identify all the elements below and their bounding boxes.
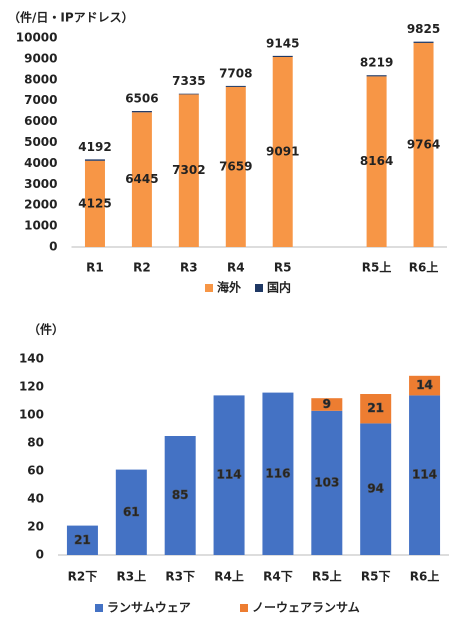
total-label: 4192	[78, 140, 111, 154]
y-tick-label: 4000	[24, 156, 57, 170]
bar	[272, 56, 293, 247]
bar	[272, 55, 293, 57]
total-label: 8219	[360, 56, 393, 70]
bar	[311, 410, 343, 555]
data-label: 8164	[360, 154, 393, 168]
data-label: 114	[412, 468, 437, 482]
x-tick-label: R6上	[410, 569, 440, 584]
x-tick-label: R2	[133, 261, 151, 275]
data-label: 9091	[266, 144, 299, 158]
bar	[178, 93, 199, 95]
bar	[84, 160, 105, 247]
bar	[225, 85, 246, 87]
x-tick-label: R4下	[263, 570, 293, 584]
y-tick-label: 10000	[16, 31, 58, 45]
x-tick-label: R4	[227, 261, 245, 275]
legend-swatch	[95, 604, 103, 612]
data-label: 6445	[125, 172, 158, 186]
bar	[164, 436, 196, 555]
y-tick-label: 8000	[24, 72, 57, 86]
data-label: 94	[367, 482, 384, 496]
x-tick-label: R6上	[409, 260, 439, 275]
legend-label: 海外	[217, 280, 241, 295]
total-label: 9825	[407, 22, 440, 36]
x-tick-label: R3下	[165, 570, 195, 584]
x-tick-label: R5下	[361, 570, 391, 584]
y-tick-label: 60	[27, 464, 44, 478]
x-tick-label: R2下	[68, 570, 98, 584]
x-tick-label: R3	[180, 261, 198, 275]
legend-label: ノーウェアランサム	[252, 601, 360, 615]
bar	[409, 395, 441, 555]
y-tick-label: 2000	[24, 198, 57, 212]
data-label: 103	[314, 475, 339, 489]
x-tick-label: R5	[274, 261, 292, 275]
total-label: 6506	[125, 92, 158, 106]
x-tick-label: R5上	[312, 569, 342, 584]
y-tick-label: 0	[36, 548, 44, 562]
x-tick-label: R3上	[117, 569, 147, 584]
bar	[84, 159, 105, 161]
legend-swatch	[255, 284, 263, 292]
total-label: 9145	[266, 36, 299, 50]
bar	[115, 469, 147, 555]
bar	[66, 525, 98, 555]
data-label: 21	[74, 533, 91, 547]
legend-label: 国内	[267, 280, 291, 295]
data-label: 9	[323, 397, 331, 411]
y-tick-label: 5000	[24, 135, 57, 149]
y-tick-label: 140	[19, 352, 44, 366]
data-label: 7659	[219, 159, 252, 173]
data-label: 21	[367, 401, 384, 415]
y-tick-label: 80	[27, 436, 44, 450]
total-label: 7708	[219, 66, 252, 80]
bar	[131, 112, 152, 247]
bar	[262, 392, 294, 555]
y-tick-label: 40	[27, 492, 44, 506]
y-unit-label: （件/日・IPアドレス）	[8, 10, 134, 25]
legend-label: ランサムウェア	[107, 601, 191, 615]
y-tick-label: 0	[49, 240, 57, 254]
bar	[413, 42, 434, 247]
legend-swatch	[205, 284, 213, 292]
data-label: 14	[416, 378, 433, 392]
data-label: 61	[123, 505, 140, 519]
bar	[311, 398, 343, 411]
data-label: 114	[217, 468, 242, 482]
y-tick-label: 100	[19, 408, 44, 422]
data-label: 116	[265, 466, 290, 480]
bar	[225, 86, 246, 247]
data-label: 85	[172, 488, 189, 502]
x-tick-label: R4上	[214, 569, 244, 584]
y-tick-label: 3000	[24, 177, 57, 191]
y-unit-label: （件）	[28, 322, 64, 337]
bar	[413, 41, 434, 43]
y-tick-label: 7000	[24, 93, 57, 107]
y-tick-label: 20	[27, 520, 44, 534]
y-tick-label: 9000	[24, 51, 57, 65]
total-label: 7335	[172, 74, 205, 88]
bar	[131, 111, 152, 113]
bar	[178, 94, 199, 247]
y-tick-label: 120	[19, 380, 44, 394]
bar	[213, 395, 245, 555]
data-label: 7302	[172, 163, 205, 177]
bar	[366, 75, 387, 77]
bar	[409, 375, 441, 396]
bar	[360, 423, 392, 555]
x-tick-label: R1	[86, 261, 104, 275]
data-label: 4125	[78, 196, 111, 210]
legend-swatch	[240, 604, 248, 612]
x-tick-label: R5上	[362, 260, 392, 275]
y-tick-label: 6000	[24, 114, 57, 128]
bar	[366, 76, 387, 247]
y-tick-label: 1000	[24, 219, 57, 233]
data-label: 9764	[407, 137, 440, 151]
bar	[360, 394, 392, 424]
